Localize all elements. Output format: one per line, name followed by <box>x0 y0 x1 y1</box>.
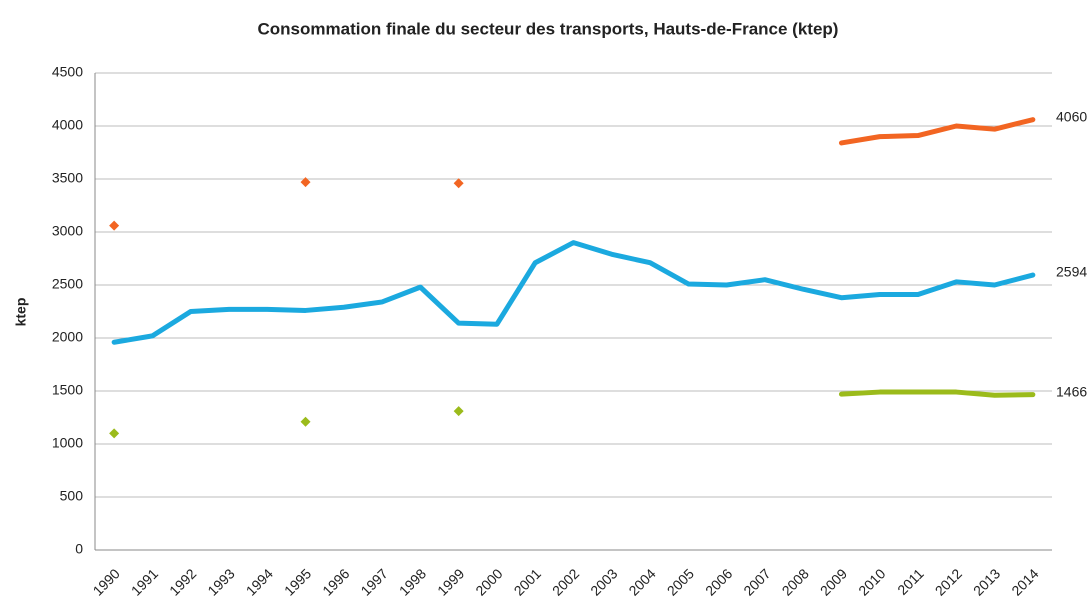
y-tick-label: 1000 <box>52 435 83 451</box>
y-tick-label: 2500 <box>52 276 83 292</box>
data-label: 1466 <box>1056 383 1087 399</box>
y-tick-label: 0 <box>75 541 83 557</box>
point-marker <box>109 428 120 439</box>
x-tick-label: 1993 <box>204 565 237 598</box>
data-label: 2594 <box>1056 264 1087 280</box>
series-line <box>838 389 1036 398</box>
y-tick-label: 4000 <box>52 117 83 133</box>
point-marker <box>109 220 120 231</box>
x-tick-label: 1992 <box>166 565 199 598</box>
point-marker <box>300 177 311 188</box>
x-tick-label: 2011 <box>894 565 927 598</box>
series-line <box>111 240 1036 345</box>
x-tick-label: 1994 <box>243 565 276 598</box>
x-tick-label: 2010 <box>855 565 888 598</box>
series-line <box>838 117 1036 146</box>
x-tick-label: 2005 <box>664 565 697 598</box>
chart-title: Consommation finale du secteur des trans… <box>258 19 839 38</box>
x-tick-label: 1991 <box>128 565 161 598</box>
y-tick-label: 1500 <box>52 382 83 398</box>
x-tick-label: 2014 <box>1008 565 1041 598</box>
x-tick-label: 2006 <box>702 565 735 598</box>
x-tick-label: 1995 <box>281 565 314 598</box>
x-tick-label: 1998 <box>396 565 429 598</box>
x-tick-label: 2003 <box>587 565 620 598</box>
x-tick-label: 2002 <box>549 565 582 598</box>
point-marker <box>453 406 464 417</box>
x-tick-label: 1990 <box>90 565 123 598</box>
x-tick-label: 2004 <box>625 565 658 598</box>
point-marker <box>453 178 464 189</box>
x-tick-label: 2000 <box>472 565 505 598</box>
x-tick-label: 2013 <box>970 565 1003 598</box>
y-tick-label: 4500 <box>52 64 83 80</box>
y-axis-label: ktep <box>13 298 29 327</box>
y-tick-label: 500 <box>60 488 84 504</box>
x-tick-label: 1997 <box>357 565 390 598</box>
y-tick-label: 3500 <box>52 170 83 186</box>
x-tick-label: 2007 <box>740 565 773 598</box>
point-marker <box>300 416 311 427</box>
x-tick-label: 2001 <box>511 565 544 598</box>
x-tick-label: 1996 <box>319 565 352 598</box>
y-tick-label: 3000 <box>52 223 83 239</box>
y-tick-label: 2000 <box>52 329 83 345</box>
x-tick-label: 2012 <box>932 565 965 598</box>
x-tick-label: 1999 <box>434 565 467 598</box>
x-tick-label: 2008 <box>779 565 812 598</box>
x-tick-label: 2009 <box>817 565 850 598</box>
data-label: 4060 <box>1056 108 1087 124</box>
